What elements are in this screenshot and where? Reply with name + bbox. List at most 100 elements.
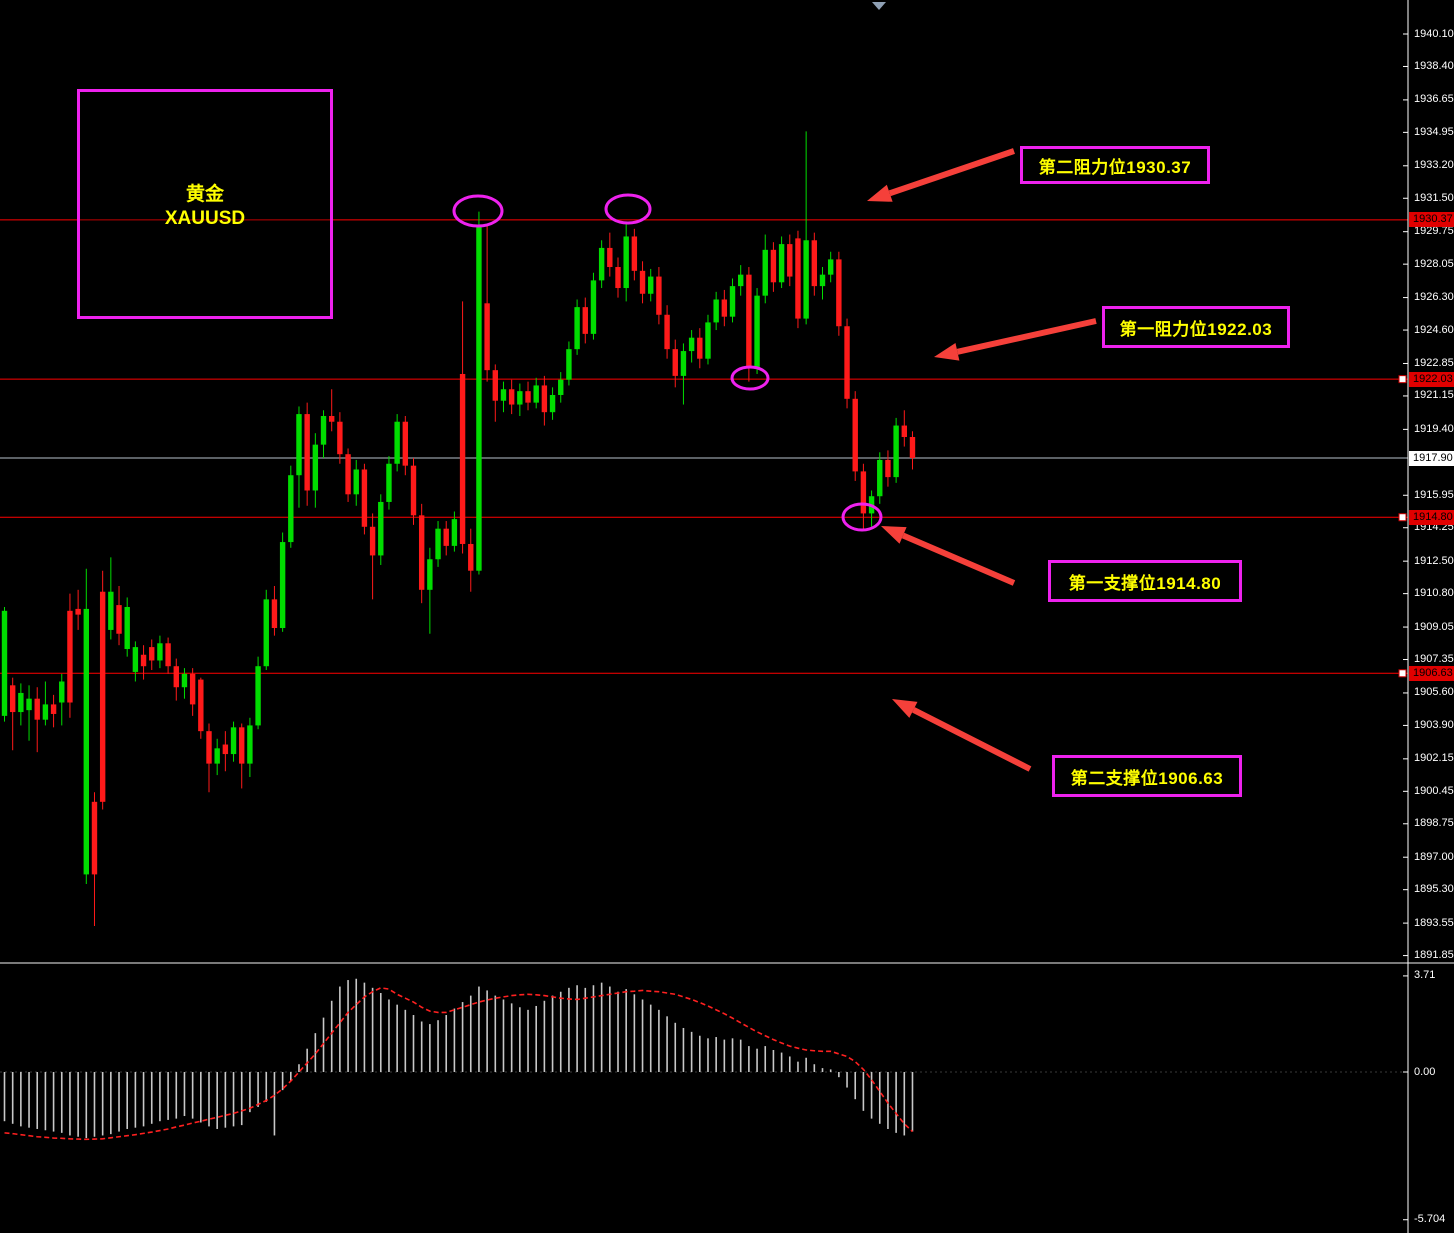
candle: [435, 528, 441, 560]
highlight-ellipse-4[interactable]: [841, 502, 883, 532]
candle: [860, 471, 867, 514]
price-tick-label: 1905.60: [1414, 686, 1454, 699]
candle: [91, 801, 98, 875]
price-tick-label: 1893.55: [1414, 916, 1454, 929]
candle: [1, 610, 8, 716]
price-tick-label: 1895.30: [1414, 883, 1454, 896]
arrow-head-resistance1[interactable]: [934, 343, 960, 361]
price-tick-label: 1897.00: [1414, 850, 1454, 863]
candle: [165, 643, 171, 667]
candle: [75, 608, 81, 615]
scroll-marker-icon[interactable]: [872, 2, 886, 10]
candle: [811, 240, 818, 287]
line-handle[interactable]: [1398, 669, 1407, 678]
candle: [729, 286, 736, 317]
candle: [18, 692, 24, 713]
candle: [451, 519, 458, 546]
candle: [296, 414, 302, 476]
arrow-head-resistance2[interactable]: [867, 184, 893, 202]
candle: [140, 654, 147, 667]
highlight-ellipse-3[interactable]: [730, 365, 770, 391]
candle: [83, 608, 89, 875]
candle: [484, 303, 490, 371]
resistance1-label-box[interactable]: 第一阻力位1922.03: [1102, 306, 1290, 348]
candle: [9, 685, 16, 713]
candle: [459, 373, 466, 544]
candle: [525, 391, 531, 403]
candle: [394, 421, 400, 464]
price-tick-label: 1924.60: [1414, 323, 1454, 336]
price-tick-label: 1934.95: [1414, 125, 1454, 138]
arrow-shaft-support1[interactable]: [901, 532, 1016, 586]
candle: [288, 475, 294, 543]
resistance1-label: 第一阻力位1922.03: [1119, 319, 1273, 339]
candle: [803, 240, 809, 319]
support2-label-box[interactable]: 第二支撑位1906.63: [1052, 755, 1242, 797]
price-tick-label: 1938.40: [1414, 59, 1454, 72]
candle: [239, 727, 245, 764]
candle: [688, 337, 695, 352]
arrow-shaft-resistance1[interactable]: [956, 318, 1097, 355]
candle: [778, 244, 785, 283]
candle: [607, 247, 613, 268]
line-handle[interactable]: [1398, 375, 1407, 384]
arrow-head-support1[interactable]: [881, 526, 907, 544]
arrow-head-support2[interactable]: [892, 699, 918, 718]
candle: [713, 299, 719, 323]
candle: [631, 236, 638, 271]
candle: [738, 274, 744, 287]
candle: [263, 599, 269, 667]
candle: [369, 526, 376, 556]
support2-label: 第二支撑位1906.63: [1070, 768, 1224, 788]
price-tick-label: 1898.75: [1414, 817, 1454, 830]
candle: [230, 727, 237, 755]
arrow-shaft-support2[interactable]: [912, 707, 1032, 772]
candle: [386, 463, 392, 502]
candle: [418, 515, 425, 590]
candle: [885, 459, 891, 478]
candle: [132, 647, 139, 672]
candle: [173, 666, 179, 688]
support1-label-box[interactable]: 第一支撑位1914.80: [1048, 560, 1242, 602]
candle: [566, 349, 572, 380]
highlight-ellipse-2[interactable]: [604, 193, 652, 225]
candle: [34, 698, 40, 720]
candle: [852, 398, 858, 472]
arrow-shaft-resistance2[interactable]: [888, 148, 1015, 197]
level-price-badge: 1914.80: [1409, 509, 1454, 525]
candle: [754, 295, 760, 369]
price-tick-label: 1931.50: [1414, 191, 1454, 204]
price-tick-label: 1926.30: [1414, 291, 1454, 304]
candle: [901, 425, 907, 438]
candle: [189, 673, 196, 705]
price-tick-label: 1928.05: [1414, 257, 1454, 270]
candle: [664, 314, 670, 350]
candle: [705, 322, 711, 359]
candle: [680, 351, 687, 376]
level-price-badge: 1930.37: [1409, 212, 1454, 228]
price-tick-label: 1915.95: [1414, 488, 1454, 501]
candle: [590, 280, 597, 334]
candle: [108, 591, 114, 630]
candle: [827, 259, 834, 275]
candle: [353, 469, 359, 495]
price-tick-label: 1903.90: [1414, 718, 1454, 731]
level-price-badge: 1922.03: [1409, 371, 1454, 387]
candle: [279, 542, 286, 629]
price-tick-label: 1900.45: [1414, 784, 1454, 797]
candle: [181, 673, 188, 688]
line-handle[interactable]: [1398, 513, 1407, 522]
candle: [337, 421, 343, 455]
candle: [198, 679, 204, 732]
candle: [99, 591, 106, 802]
resistance2-label-box[interactable]: 第二阻力位1930.37: [1020, 146, 1210, 184]
candle: [271, 599, 278, 629]
candle: [770, 249, 777, 283]
highlight-ellipse-1[interactable]: [452, 194, 504, 228]
candle: [361, 469, 368, 527]
candle: [615, 267, 621, 289]
symbol-label-box[interactable]: 黄金 XAUUSD: [77, 89, 333, 319]
resistance2-label: 第二阻力位1930.37: [1038, 157, 1192, 177]
